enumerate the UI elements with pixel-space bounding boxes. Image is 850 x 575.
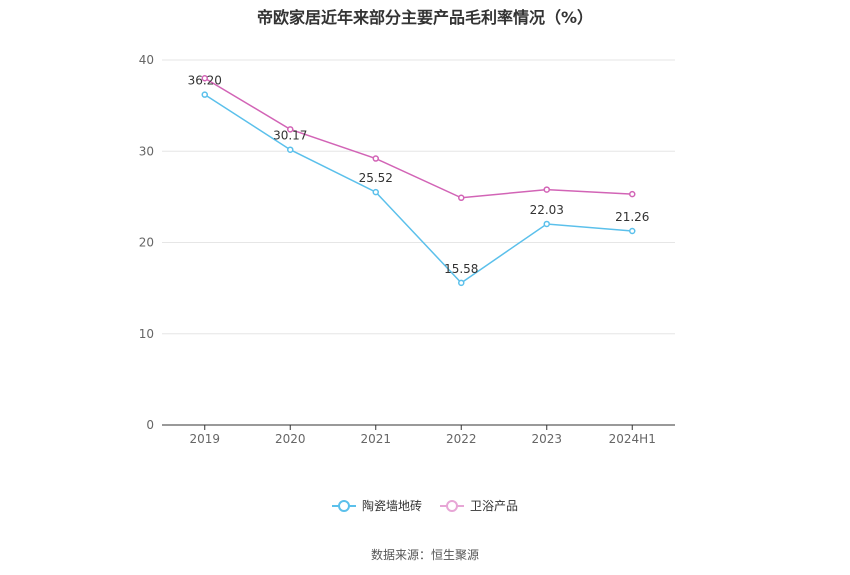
y-tick-label: 0 [146, 418, 154, 432]
legend: 陶瓷墙地砖 卫浴产品 [0, 497, 850, 514]
data-label: 21.26 [615, 210, 649, 224]
data-label: 25.52 [359, 171, 393, 185]
legend-marker-icon [440, 499, 464, 512]
data-point-0 [543, 220, 550, 228]
data-point-0 [287, 146, 294, 153]
legend-item-bathroom[interactable]: 卫浴产品 [440, 497, 518, 514]
chart-title: 帝欧家居近年来部分主要产品毛利率情况（%） [256, 8, 594, 27]
legend-marker-icon [331, 499, 356, 512]
y-tick-label: 20 [139, 236, 154, 250]
data-point-0 [201, 91, 208, 98]
data-point-1 [372, 155, 379, 162]
axes: 0 10 20 30 40 2019 2020 2021 2022 2023 2024H1 [139, 53, 675, 446]
x-tick-label: 2019 [189, 432, 220, 446]
y-tick-label: 30 [139, 144, 154, 158]
data-label: 36.20 [188, 74, 222, 88]
data-point-0 [458, 279, 465, 287]
x-tick-label: 2024H1 [609, 432, 656, 446]
y-tick-label: 10 [139, 327, 154, 341]
x-tick-label: 2023 [531, 432, 562, 446]
series-lines [201, 75, 636, 287]
series-line-0 [204, 94, 633, 284]
data-label: 15.58 [444, 262, 478, 276]
x-tick-label: 2020 [275, 432, 306, 446]
legend-item-tile[interactable]: 陶瓷墙地砖 [331, 497, 422, 514]
x-tick-label: 2021 [360, 432, 391, 446]
grid-lines [162, 59, 675, 335]
data-point-1 [458, 194, 465, 202]
data-labels: 36.20 30.17 25.52 15.58 22.03 21.26 [188, 74, 650, 276]
data-point-1 [287, 126, 294, 133]
data-point-0 [629, 227, 636, 235]
data-label: 22.03 [530, 203, 564, 217]
legend-label: 卫浴产品 [470, 499, 519, 513]
series-line-1 [204, 77, 633, 199]
data-point-1 [543, 186, 550, 193]
data-point-0 [372, 188, 379, 196]
source-note: 数据来源：恒生聚源 [370, 548, 479, 562]
legend-label: 陶瓷墙地砖 [361, 499, 422, 513]
data-point-1 [201, 75, 208, 82]
data-label: 30.17 [273, 129, 307, 143]
y-tick-label: 40 [139, 53, 154, 67]
data-point-1 [629, 190, 636, 198]
x-tick-label: 2022 [446, 432, 477, 446]
